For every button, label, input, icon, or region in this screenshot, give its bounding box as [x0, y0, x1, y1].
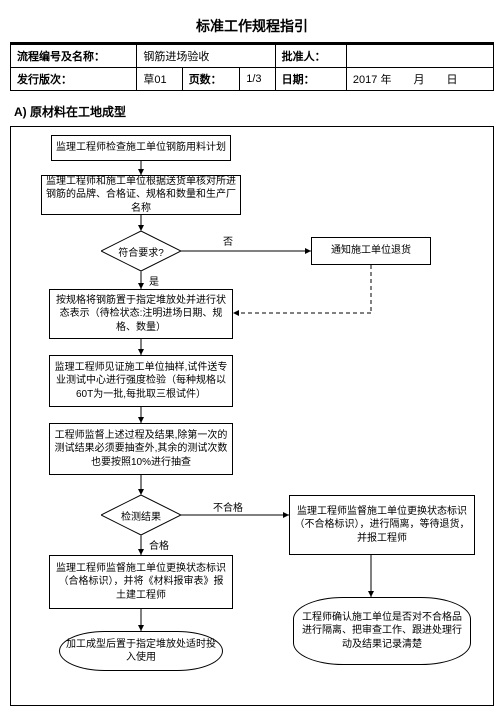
hdr-date-label: 日期： [275, 68, 346, 91]
flowchart: 监理工程师检查施工单位钢筋用料计划 监理工程师和施工单位根据送货单核对所进钢筋的… [10, 126, 494, 706]
hdr-approver-label: 批准人： [275, 45, 346, 68]
label-yes-1: 是 [147, 273, 161, 288]
hdr-process-label: 流程编号及名称： [11, 45, 137, 68]
label-pass: 合格 [147, 537, 171, 552]
terminator-t1: 加工成型后置于指定堆放处适时投入使用 [59, 631, 223, 671]
label-fail: 不合格 [211, 499, 245, 514]
section-a-label: A) 原材料在工地成型 [14, 103, 494, 120]
node-n2: 监理工程师和施工单位根据送货单核对所进钢筋的品牌、合格证、规格和数量和生产厂名称 [41, 175, 241, 215]
node-n5: 工程师监督上述过程及结果,除第一次的测试结果必须要抽查外,其余的测试次数也要按照… [49, 423, 233, 475]
hdr-process-value: 钢筋进场验收 [137, 45, 275, 68]
decision-d2: 检测结果 [101, 495, 181, 535]
hdr-version-label: 发行版次： [11, 68, 137, 91]
node-n3: 按规格将钢筋置于指定堆放处并进行状态表示（待检状态:注明进场日期、规格、数量） [49, 289, 233, 339]
hdr-version-value: 草01 [137, 68, 182, 91]
decision-d2-text: 检测结果 [101, 495, 181, 535]
label-no-1: 否 [221, 233, 235, 248]
doc-title: 标准工作规程指引 [10, 10, 494, 44]
node-n6: 监理工程师监督施工单位更换状态标识（合格标识），并将《材料报审表》报土建工程师 [49, 555, 233, 609]
hdr-date-value: 2017 年 月 日 [346, 68, 493, 91]
node-n1: 监理工程师检查施工单位钢筋用料计划 [51, 135, 231, 161]
node-r2: 监理工程师监督施工单位更换状态标识（不合格标识），进行隔离，等待退货，并报工程师 [289, 495, 475, 555]
decision-d1-text: 符合要求? [101, 231, 181, 271]
node-r1: 通知施工单位退货 [311, 237, 431, 265]
hdr-page-label: 页数： [182, 68, 240, 91]
node-n4: 监理工程师见证施工单位抽样,试件送专业测试中心进行强度检验（每种规格以60T为一… [49, 355, 233, 407]
terminator-t2: 工程师确认施工单位是否对不合格品进行隔离、把审查工作、跟进处理行动及结果记录清楚 [293, 597, 471, 665]
hdr-page-value: 1/3 [240, 68, 275, 91]
hdr-approver-value [346, 45, 493, 68]
decision-d1: 符合要求? [101, 231, 181, 271]
header-table: 流程编号及名称： 钢筋进场验收 批准人： 发行版次： 草01 页数： 1/3 日… [10, 44, 494, 91]
